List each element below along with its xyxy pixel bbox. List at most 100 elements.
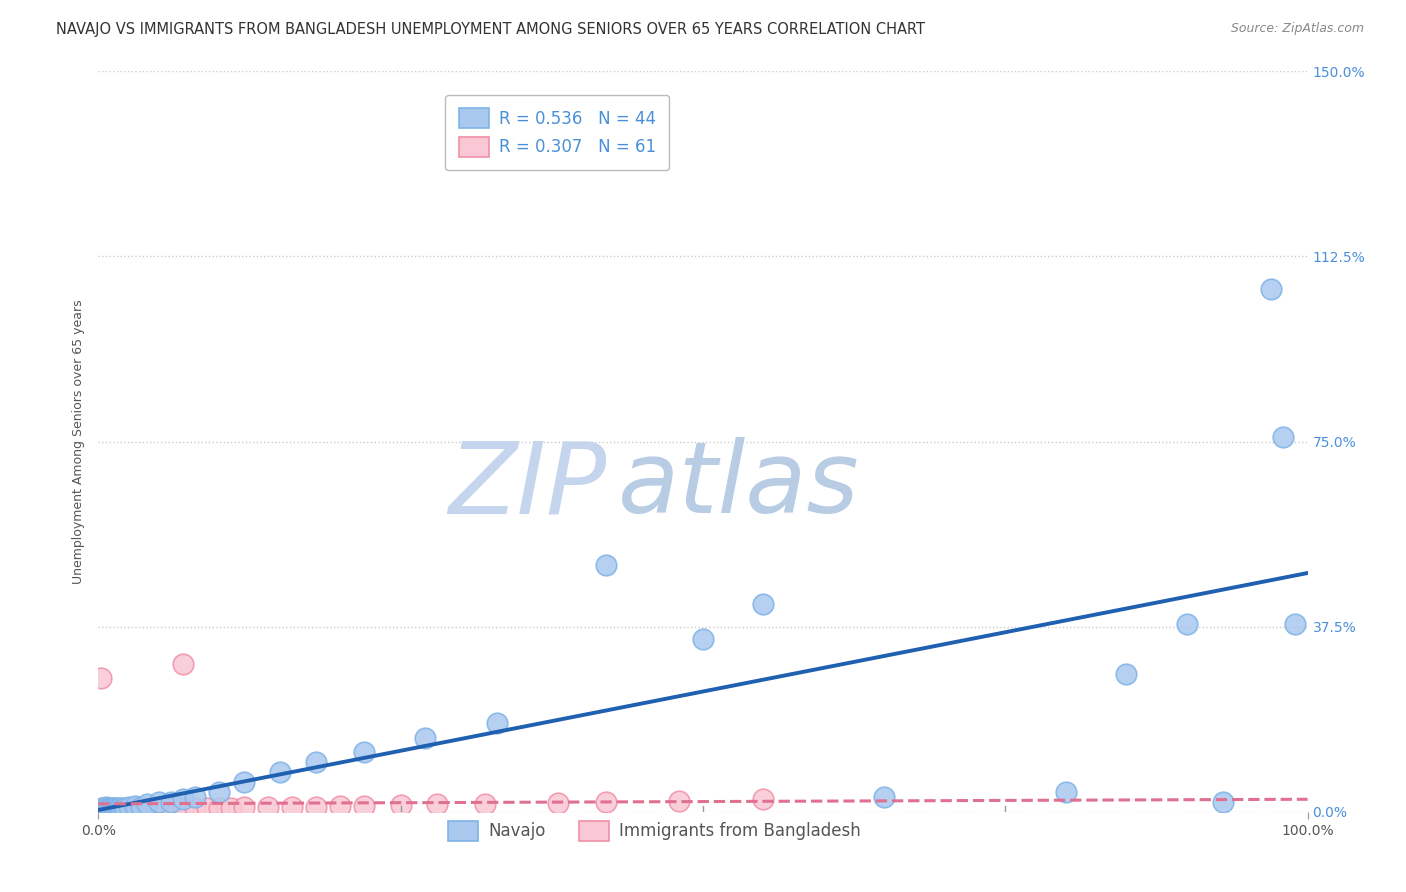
Point <box>91 802 114 816</box>
Point <box>108 801 131 815</box>
Point <box>208 785 231 799</box>
Point <box>103 802 125 816</box>
Point <box>114 801 136 815</box>
Point <box>100 802 122 816</box>
Point <box>129 801 152 815</box>
Point <box>118 799 141 814</box>
Point <box>134 802 156 816</box>
Point <box>97 801 120 815</box>
Point <box>148 801 170 815</box>
Point <box>108 802 131 816</box>
Point <box>232 775 254 789</box>
Text: NAVAJO VS IMMIGRANTS FROM BANGLADESH UNEMPLOYMENT AMONG SENIORS OVER 65 YEARS CO: NAVAJO VS IMMIGRANTS FROM BANGLADESH UNE… <box>56 22 925 37</box>
Point <box>153 802 176 816</box>
Point <box>135 797 157 812</box>
Point <box>96 802 118 816</box>
Point <box>107 801 129 815</box>
Point <box>595 795 617 809</box>
Point <box>172 657 194 671</box>
Point <box>111 802 134 816</box>
Point <box>104 802 127 816</box>
Point <box>103 802 125 816</box>
Point <box>100 802 122 816</box>
Point <box>135 801 157 815</box>
Point <box>104 801 127 815</box>
Point <box>1284 617 1306 632</box>
Point <box>413 731 436 745</box>
Point <box>1212 795 1234 809</box>
Point <box>91 801 114 815</box>
Point <box>232 800 254 814</box>
Point <box>184 789 207 804</box>
Point <box>100 801 122 815</box>
Point <box>124 798 146 813</box>
Point <box>281 799 304 814</box>
Point <box>91 801 114 815</box>
Point <box>195 801 218 815</box>
Legend: Navajo, Immigrants from Bangladesh: Navajo, Immigrants from Bangladesh <box>441 814 868 847</box>
Point <box>98 802 121 816</box>
Point <box>547 796 569 810</box>
Point <box>96 802 118 816</box>
Point <box>160 801 183 815</box>
Point <box>172 801 194 815</box>
Point <box>90 672 112 686</box>
Point <box>98 802 121 816</box>
Point <box>426 797 449 812</box>
Point <box>91 802 114 816</box>
Point <box>100 802 122 816</box>
Point <box>1175 617 1198 632</box>
Text: atlas: atlas <box>619 437 860 534</box>
Point <box>873 789 896 804</box>
Point <box>97 802 120 816</box>
Point <box>89 802 111 816</box>
Point <box>1115 666 1137 681</box>
Point <box>114 801 136 815</box>
Point <box>90 802 112 816</box>
Point <box>91 802 114 816</box>
Point <box>100 802 122 816</box>
Point <box>98 802 121 816</box>
Point <box>120 802 142 816</box>
Point <box>101 802 124 816</box>
Y-axis label: Unemployment Among Seniors over 65 years: Unemployment Among Seniors over 65 years <box>72 299 86 584</box>
Point <box>148 795 170 809</box>
Point <box>329 799 352 814</box>
Point <box>96 802 118 816</box>
Point <box>124 801 146 815</box>
Point <box>93 802 115 816</box>
Point <box>208 801 231 815</box>
Point <box>107 802 129 816</box>
Point <box>184 801 207 815</box>
Point <box>353 798 375 813</box>
Point <box>1054 785 1077 799</box>
Point <box>108 802 131 816</box>
Point <box>752 792 775 806</box>
Point <box>353 746 375 760</box>
Point <box>221 801 243 815</box>
Text: Source: ZipAtlas.com: Source: ZipAtlas.com <box>1230 22 1364 36</box>
Text: ZIP: ZIP <box>449 437 606 534</box>
Point <box>110 803 132 817</box>
Point <box>474 797 496 812</box>
Point <box>1272 429 1295 443</box>
Point <box>94 800 117 814</box>
Point <box>305 756 328 770</box>
Point <box>595 558 617 572</box>
Point <box>305 799 328 814</box>
Point <box>486 715 509 730</box>
Point <box>101 801 124 815</box>
Point <box>668 794 690 808</box>
Point <box>129 799 152 814</box>
Point <box>90 802 112 816</box>
Point <box>93 802 115 816</box>
Point <box>256 800 278 814</box>
Point <box>752 598 775 612</box>
Point <box>1260 281 1282 295</box>
Point <box>115 802 138 816</box>
Point <box>389 798 412 813</box>
Point <box>93 801 115 815</box>
Point <box>91 803 114 817</box>
Point <box>142 802 165 816</box>
Point <box>692 632 714 646</box>
